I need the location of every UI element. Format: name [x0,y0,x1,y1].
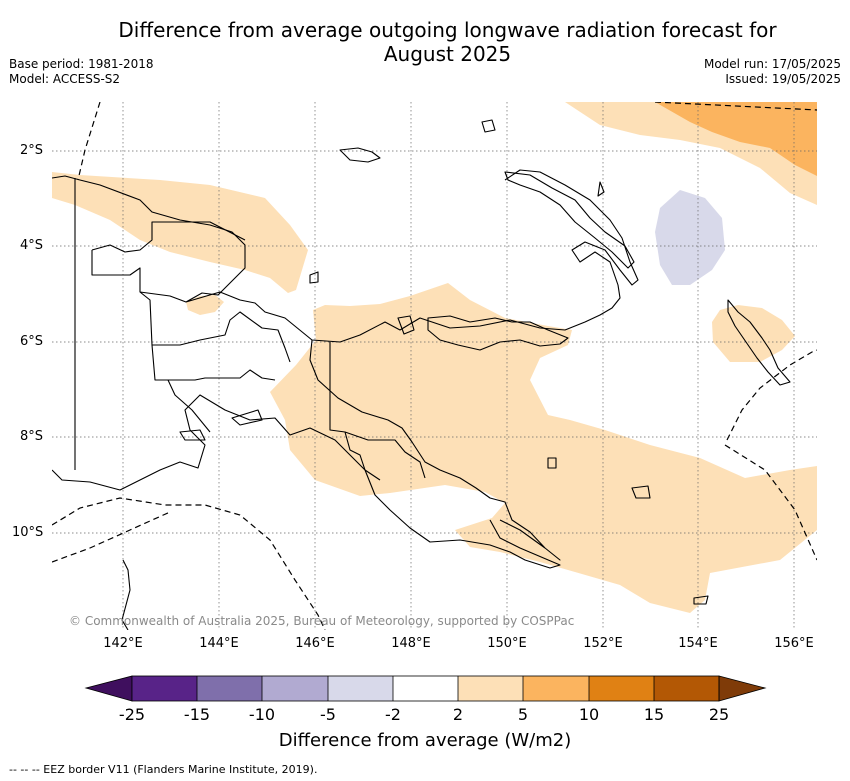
manus-island [339,147,381,163]
anomaly-region-positive-central [270,283,817,613]
colorbar-seg-4 [328,676,393,701]
map-panel [52,102,817,630]
colorbar-extend-high [718,675,767,702]
lat-label-10s: 10°S [12,525,44,540]
province-borders [91,221,426,481]
colorbar-tick: 2 [452,705,464,724]
colorbar [84,675,767,702]
lat-label-4s: 4°S [20,238,44,253]
lon-label-154e: 154°E [678,636,718,651]
eez-borders [52,102,817,630]
model-run: Model run: 17/05/2025 [703,57,841,71]
title-line-2: August 2025 [383,42,512,66]
base-period: Base period: 1981-2018 [9,57,154,71]
colorbar-seg-3 [262,676,328,701]
papuan-peninsula [309,339,561,561]
copyright-notice: © Commonwealth of Australia 2025, Bureau… [69,614,575,628]
bougainville [727,299,791,386]
meta-left: Base period: 1981-2018 Model: ACCESS-S2 [9,57,154,87]
colorbar-tick: -25 [118,705,146,724]
colorbar-seg-9 [654,676,719,701]
lon-label-142e: 142°E [103,636,143,651]
lon-label-144e: 144°E [199,636,239,651]
lon-label-148e: 148°E [391,636,431,651]
colorbar-tick: 10 [578,705,600,724]
anomaly-region-negative [655,190,725,285]
lat-label-6s: 6°S [20,334,44,349]
colorbar-seg-7 [523,676,589,701]
lon-label-152e: 152°E [583,636,623,651]
model-name: Model: ACCESS-S2 [9,72,121,86]
meta-right: Model run: 17/05/2025 Issued: 19/05/2025 [704,57,841,87]
colorbar-label: Difference from average (W/m2) [278,730,572,751]
title-line-1: Difference from average outgoing longwav… [118,18,777,42]
anomaly-region-positive-west [52,172,308,293]
lat-label-8s: 8°S [20,429,44,444]
colorbar-tick: 5 [517,705,529,724]
colorbar-tick: 15 [643,705,665,724]
new-ireland [504,171,635,269]
colorbar-tick: -5 [320,705,336,724]
colorbar-seg-2 [197,676,262,701]
colorbar-seg-8 [589,676,654,701]
new-guinea-coast-north [52,169,639,343]
colorbar-seg-6 [458,676,523,701]
small-islands [179,119,709,605]
eez-legend: -- -- -- EEZ border V11 (Flanders Marine… [9,763,318,776]
colorbar-tick: -10 [248,705,276,724]
lon-label-150e: 150°E [487,636,527,651]
lon-label-146e: 146°E [295,636,335,651]
colorbar-extend-low [84,675,133,702]
anomaly-region-strong-positive-north [655,102,817,176]
anomaly-region-positive-east [712,305,795,362]
new-guinea-coast-south [52,394,561,569]
lon-label-156e: 156°E [774,636,814,651]
colorbar-tick: -2 [385,705,401,724]
lat-label-2s: 2°S [20,143,44,158]
coastlines [52,119,791,630]
issued-date: Issued: 19/05/2025 [725,72,841,86]
colorbar-seg-5 [393,676,458,701]
colorbar-tick: 25 [708,705,730,724]
colorbar-seg-1 [132,676,197,701]
australia-cape-york [121,559,131,630]
new-britain [427,315,569,351]
chart-title: Difference from average outgoing longwav… [90,18,805,66]
colorbar-tick: -15 [183,705,211,724]
anomaly-region-positive-small [186,295,224,315]
